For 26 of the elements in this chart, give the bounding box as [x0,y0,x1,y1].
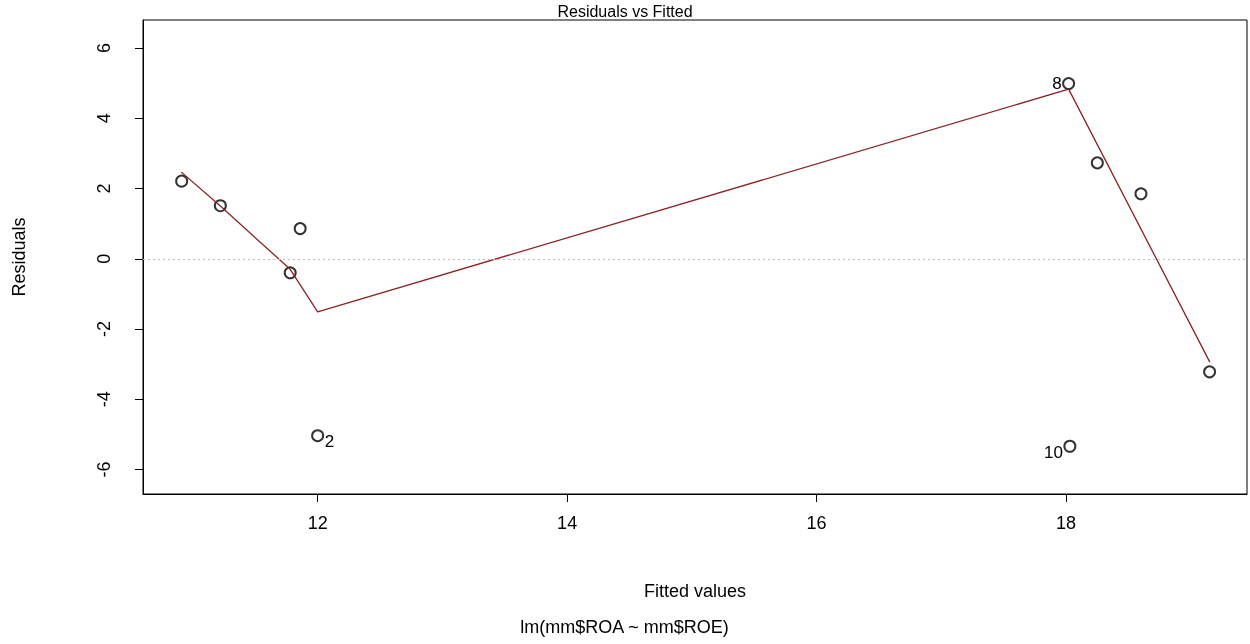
x-tick-label: 16 [806,513,827,533]
annotation: 8 [1052,74,1062,94]
point [1063,439,1077,453]
point [175,174,189,188]
y-tick-label: -2 [94,320,114,337]
x-tick-label: 14 [557,513,578,533]
point [1134,187,1148,201]
x-tick-label: 18 [1056,513,1077,533]
point [1203,365,1217,379]
y-tick-label: -6 [94,461,114,478]
x-axis-title: Fitted values [643,581,747,601]
y-axis-title: Residuals [9,217,29,297]
annotation: 10 [1043,442,1063,462]
text: lm(mm$ROA ~ mm$ROE) [520,617,729,637]
point [1062,77,1076,91]
annotation: 2 [324,432,335,452]
y-tick-label: 4 [94,113,114,124]
y-tick-label: 0 [94,253,114,264]
point [311,429,325,443]
x-tick-label: 12 [307,513,328,533]
chart-title: Residuals vs Fitted [557,2,693,20]
y-tick-label: 6 [94,43,114,54]
point [293,222,307,236]
y-tick-label: -4 [94,391,114,408]
y-tick-label: 2 [94,183,114,194]
point [1090,156,1104,170]
